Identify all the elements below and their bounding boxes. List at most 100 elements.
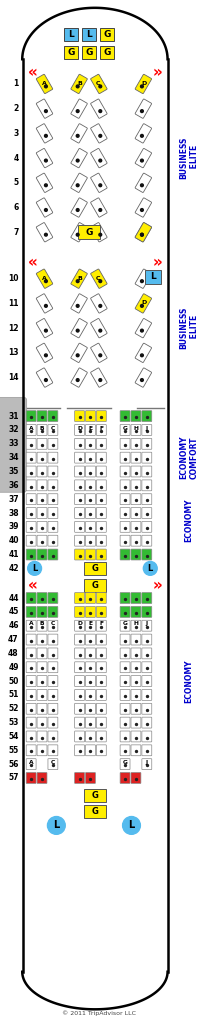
Text: 7: 7 [13, 227, 19, 237]
Circle shape [99, 85, 102, 87]
FancyBboxPatch shape [26, 717, 36, 729]
FancyBboxPatch shape [135, 222, 152, 242]
FancyBboxPatch shape [75, 425, 85, 435]
Circle shape [99, 379, 102, 382]
Circle shape [99, 329, 102, 332]
FancyBboxPatch shape [71, 99, 87, 118]
FancyBboxPatch shape [26, 452, 36, 463]
FancyBboxPatch shape [75, 731, 85, 742]
FancyBboxPatch shape [131, 634, 141, 645]
FancyBboxPatch shape [96, 593, 106, 603]
Text: G: G [91, 580, 98, 590]
Text: 2: 2 [14, 104, 19, 113]
FancyBboxPatch shape [48, 425, 58, 435]
FancyBboxPatch shape [75, 522, 85, 532]
FancyBboxPatch shape [131, 745, 141, 755]
Text: 33: 33 [8, 439, 19, 449]
FancyBboxPatch shape [75, 535, 85, 546]
FancyBboxPatch shape [131, 425, 141, 435]
FancyBboxPatch shape [86, 411, 95, 422]
Circle shape [141, 379, 143, 382]
FancyBboxPatch shape [131, 507, 141, 519]
Text: 38: 38 [8, 508, 19, 518]
FancyBboxPatch shape [120, 522, 130, 532]
FancyBboxPatch shape [96, 549, 106, 560]
Text: 46: 46 [8, 622, 19, 630]
Text: 37: 37 [8, 495, 19, 503]
FancyBboxPatch shape [75, 773, 85, 783]
FancyBboxPatch shape [96, 452, 106, 463]
Text: BUSINESS
 ELITE: BUSINESS ELITE [179, 137, 199, 179]
FancyBboxPatch shape [37, 480, 47, 491]
Text: 13: 13 [8, 349, 19, 357]
FancyBboxPatch shape [135, 74, 152, 94]
FancyBboxPatch shape [120, 593, 130, 603]
Text: 52: 52 [8, 704, 19, 713]
FancyBboxPatch shape [131, 452, 141, 463]
FancyBboxPatch shape [36, 123, 53, 143]
FancyBboxPatch shape [75, 466, 85, 476]
FancyBboxPatch shape [131, 535, 141, 546]
Circle shape [45, 135, 47, 137]
Circle shape [45, 110, 47, 112]
Circle shape [76, 85, 79, 87]
Text: 53: 53 [8, 718, 19, 728]
FancyBboxPatch shape [37, 438, 47, 450]
Text: G: G [85, 47, 93, 57]
FancyBboxPatch shape [26, 425, 36, 435]
Circle shape [76, 379, 79, 382]
FancyBboxPatch shape [91, 344, 107, 362]
FancyBboxPatch shape [48, 620, 58, 631]
FancyBboxPatch shape [135, 148, 152, 168]
FancyBboxPatch shape [96, 535, 106, 546]
FancyBboxPatch shape [75, 634, 85, 645]
FancyBboxPatch shape [71, 368, 87, 387]
FancyBboxPatch shape [131, 438, 141, 450]
FancyBboxPatch shape [26, 438, 36, 450]
FancyBboxPatch shape [142, 593, 152, 603]
FancyBboxPatch shape [37, 452, 47, 463]
Text: H: H [134, 622, 138, 627]
FancyBboxPatch shape [120, 745, 130, 755]
FancyBboxPatch shape [120, 717, 130, 729]
FancyBboxPatch shape [142, 438, 152, 450]
Text: F: F [99, 426, 103, 431]
Text: G: G [85, 227, 93, 237]
FancyBboxPatch shape [75, 676, 85, 686]
FancyBboxPatch shape [26, 606, 36, 617]
Text: G: G [91, 791, 98, 801]
FancyBboxPatch shape [36, 269, 53, 288]
FancyBboxPatch shape [135, 173, 152, 192]
Text: 4: 4 [14, 153, 19, 163]
FancyBboxPatch shape [37, 535, 47, 546]
Text: «: « [28, 255, 38, 271]
FancyBboxPatch shape [91, 99, 107, 118]
FancyBboxPatch shape [96, 411, 106, 422]
FancyBboxPatch shape [96, 676, 106, 686]
FancyBboxPatch shape [131, 466, 141, 476]
FancyBboxPatch shape [142, 717, 152, 729]
FancyBboxPatch shape [96, 717, 106, 729]
FancyBboxPatch shape [86, 634, 95, 645]
FancyBboxPatch shape [86, 745, 95, 755]
FancyBboxPatch shape [36, 319, 53, 338]
FancyBboxPatch shape [48, 452, 58, 463]
Circle shape [76, 305, 79, 308]
Text: L: L [68, 30, 74, 39]
FancyBboxPatch shape [96, 438, 106, 450]
FancyBboxPatch shape [120, 466, 130, 476]
Text: C: C [96, 276, 101, 281]
Text: 55: 55 [9, 746, 19, 755]
FancyBboxPatch shape [37, 466, 47, 476]
Text: «: « [28, 577, 38, 593]
FancyBboxPatch shape [100, 46, 114, 59]
FancyBboxPatch shape [26, 522, 36, 532]
FancyBboxPatch shape [36, 222, 53, 242]
Circle shape [141, 354, 143, 357]
FancyBboxPatch shape [48, 662, 58, 673]
FancyBboxPatch shape [86, 606, 95, 617]
FancyBboxPatch shape [91, 148, 107, 168]
Text: C: C [51, 622, 55, 627]
FancyBboxPatch shape [86, 452, 95, 463]
FancyBboxPatch shape [71, 123, 87, 143]
